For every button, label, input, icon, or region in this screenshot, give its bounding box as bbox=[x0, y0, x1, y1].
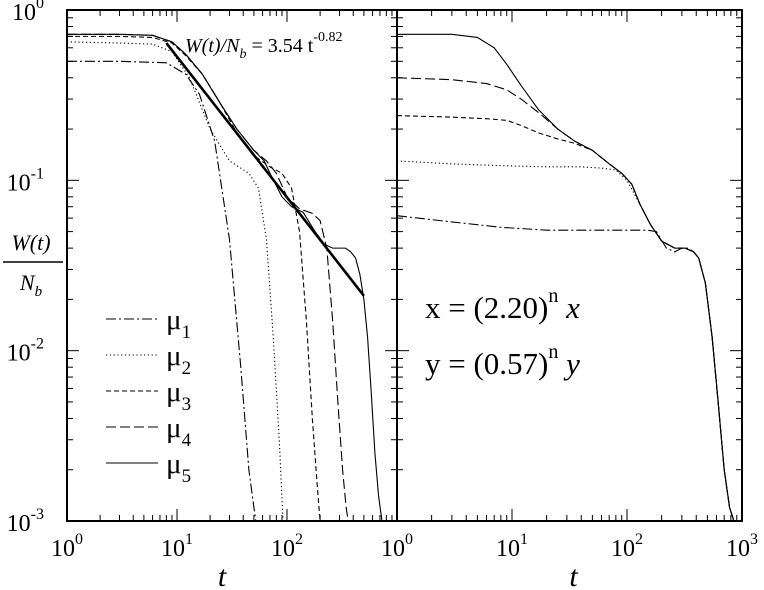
scaling-equation-lhs: x = (2.20) bbox=[425, 290, 548, 325]
legend-label-sub: 3 bbox=[182, 394, 192, 415]
scaling-equation-1: x = (2.20)n x bbox=[425, 285, 580, 325]
y-tick-label-exp: -2 bbox=[31, 336, 44, 353]
x-tick-label-exp: 2 bbox=[295, 531, 303, 548]
x-tick-label-exp: 1 bbox=[185, 531, 193, 548]
y-axis-label-numerator: W(t) bbox=[11, 230, 50, 255]
fit-equation-label: W(t)/Nb = 3.54 t-0.82 bbox=[185, 30, 342, 62]
scaling-equation-lhs: y = (0.57) bbox=[425, 346, 548, 381]
x-tick-label-right: 100 bbox=[381, 531, 413, 562]
x-tick-label-left: 101 bbox=[161, 531, 193, 562]
series-line-mu4-left bbox=[67, 33, 349, 521]
legend-label-sub: 4 bbox=[182, 430, 192, 451]
x-tick-label-left: 102 bbox=[271, 531, 303, 562]
x-tick-label-exp: 0 bbox=[75, 531, 83, 548]
x-tick-label-right: 102 bbox=[611, 531, 643, 562]
x-tick-label-exp: 3 bbox=[750, 531, 758, 548]
y-tick-label-exp: 0 bbox=[36, 0, 44, 12]
scaling-equation-rhs: x bbox=[558, 290, 580, 325]
legend-label-mu4: μ4 bbox=[166, 412, 192, 451]
x-tick-label-exp: 1 bbox=[520, 531, 528, 548]
series-line-mu2-right bbox=[397, 160, 735, 521]
fit-equation-lhs-sub: b bbox=[239, 47, 246, 62]
y-tick-label: 10-2 bbox=[7, 336, 44, 367]
legend-label-mu3: μ3 bbox=[166, 376, 191, 415]
scaling-equation-exp: n bbox=[548, 341, 558, 363]
y-tick-label-exp: -3 bbox=[31, 506, 44, 523]
legend-label-sub: 1 bbox=[182, 322, 192, 343]
x-axis-label-right: t bbox=[569, 560, 578, 590]
scaling-equation-2: y = (0.57)n y bbox=[425, 341, 580, 381]
y-tick-label: 10-3 bbox=[7, 506, 44, 537]
series-line-mu1-left bbox=[67, 60, 257, 521]
series-line-mu3-left bbox=[67, 35, 321, 521]
fit-equation-exp: -0.82 bbox=[313, 30, 342, 45]
y-tick-label: 100 bbox=[12, 0, 44, 26]
x-axis-label-left: t bbox=[218, 560, 227, 590]
scaling-equation-rhs: y bbox=[558, 346, 580, 381]
y-tick-label: 10-1 bbox=[7, 165, 44, 196]
y-axis-label: W(t) Nb bbox=[3, 230, 63, 300]
fit-equation-lhs: W(t)/N bbox=[185, 35, 241, 57]
legend-label-sub: 5 bbox=[182, 466, 192, 487]
series-line-mu5-left bbox=[67, 33, 384, 521]
x-tick-label-left: 100 bbox=[51, 531, 83, 562]
power-law-fit-line bbox=[165, 42, 365, 297]
legend-label-mu1: μ1 bbox=[166, 304, 191, 343]
x-tick-label-right: 101 bbox=[496, 531, 528, 562]
y-axis-label-denominator-sub: b bbox=[35, 284, 43, 300]
x-tick-label-right: 103 bbox=[726, 531, 758, 562]
plot-frame-left bbox=[66, 9, 398, 522]
y-axis-label-denominator: Nb bbox=[19, 270, 43, 300]
legend-label-mu2: μ2 bbox=[166, 340, 191, 379]
x-tick-label-exp: 0 bbox=[405, 531, 413, 548]
legend-label-sub: 2 bbox=[182, 358, 192, 379]
y-tick-label-exp: -1 bbox=[31, 165, 44, 182]
x-tick-label-exp: 2 bbox=[635, 531, 643, 548]
legend-label-mu5: μ5 bbox=[166, 448, 191, 487]
plot-frame-right bbox=[396, 9, 743, 522]
series-line-mu5-right bbox=[397, 33, 735, 521]
scaling-equation-exp: n bbox=[548, 285, 558, 307]
fit-equation-rhs: = 3.54 t bbox=[246, 35, 313, 57]
